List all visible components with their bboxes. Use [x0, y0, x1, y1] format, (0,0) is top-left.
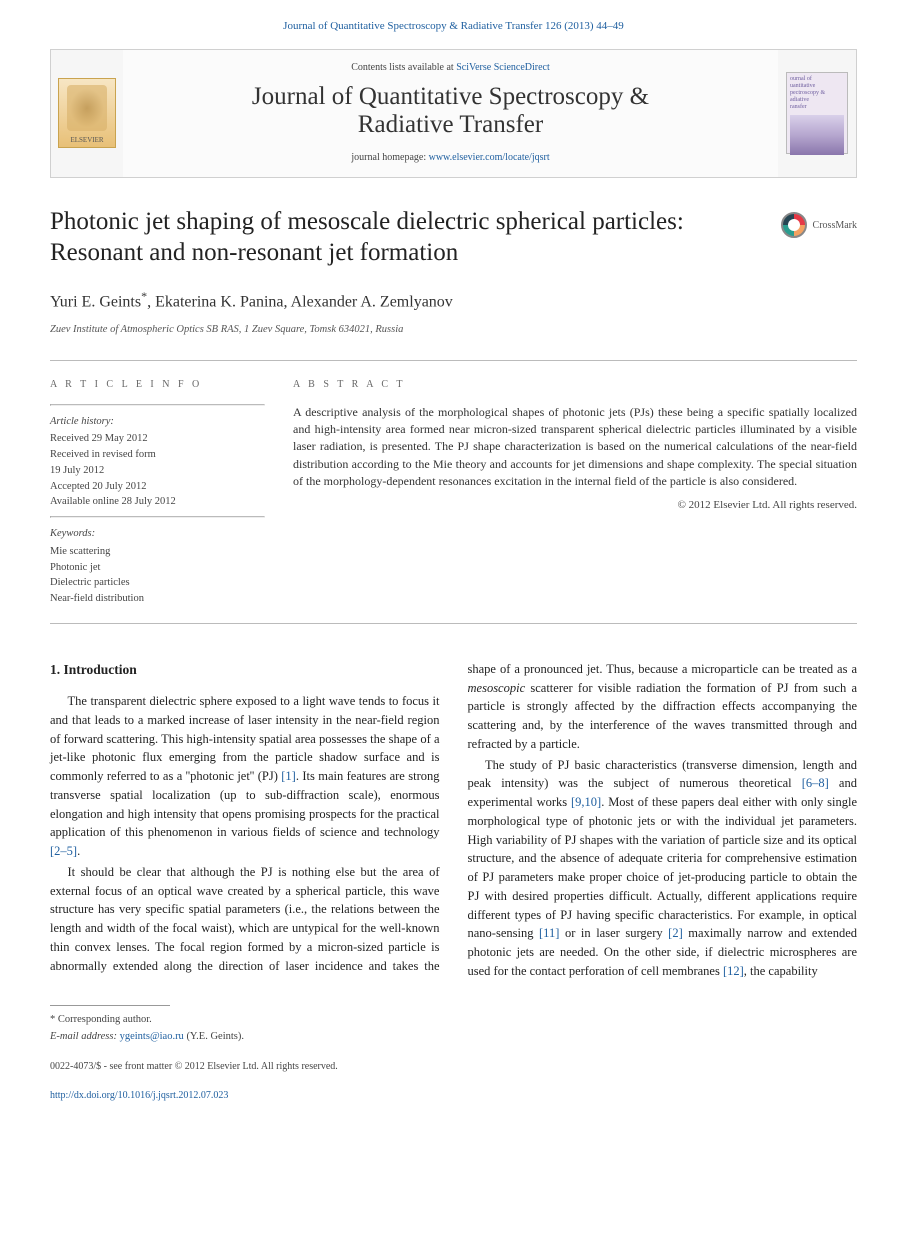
abstract-label: A B S T R A C T	[293, 377, 857, 392]
cover-text-5: ransfer	[790, 104, 844, 111]
crossmark-label: CrossMark	[813, 218, 857, 233]
cover-text-4: adiative	[790, 97, 844, 104]
cover-gradient	[790, 115, 844, 155]
page-footer: * Corresponding author. E-mail address: …	[0, 1005, 907, 1122]
history-line: Received 29 May 2012	[50, 431, 265, 447]
body-emphasis: mesoscopic	[468, 681, 526, 695]
abstract-col: A B S T R A C T A descriptive analysis o…	[293, 361, 857, 623]
affiliation: Zuev Institute of Atmospheric Optics SB …	[50, 322, 857, 338]
citation-link[interactable]: [6–8]	[802, 776, 829, 790]
history-line: Available online 28 July 2012	[50, 494, 265, 510]
article-info: A R T I C L E I N F O Article history: R…	[50, 361, 265, 623]
authors-rest: , Ekaterina K. Panina, Alexander A. Zeml…	[147, 293, 453, 310]
abstract-text: A descriptive analysis of the morphologi…	[293, 404, 857, 491]
email-label: E-mail address:	[50, 1031, 120, 1042]
history-line: 19 July 2012	[50, 463, 265, 479]
publisher-logo-cell: ELSEVIER	[51, 50, 123, 178]
body-text: , the capability	[744, 964, 818, 978]
paragraph: The transparent dielectric sphere expose…	[50, 692, 440, 861]
journal-title-line1: Journal of Quantitative Spectroscopy &	[252, 83, 649, 110]
email-suffix: (Y.E. Geints).	[184, 1031, 244, 1042]
body-text: The study of PJ basic characteristics (t…	[468, 758, 858, 791]
publisher-name: ELSEVIER	[70, 135, 103, 146]
homepage-line: journal homepage: www.elsevier.com/locat…	[127, 150, 774, 165]
journal-cover-thumb: ournal of uantitative pectroscopy & adia…	[786, 72, 848, 154]
email-link[interactable]: ygeints@iao.ru	[120, 1031, 184, 1042]
cover-text-2: uantitative	[790, 83, 844, 90]
cover-thumb-cell: ournal of uantitative pectroscopy & adia…	[778, 50, 856, 178]
cover-text-1: ournal of	[790, 76, 844, 83]
doi-link[interactable]: http://dx.doi.org/10.1016/j.jqsrt.2012.0…	[50, 1090, 228, 1101]
contents-line: Contents lists available at SciVerse Sci…	[127, 60, 774, 75]
article-head: Photonic jet shaping of mesoscale dielec…	[0, 206, 907, 361]
homepage-link[interactable]: www.elsevier.com/locate/jqsrt	[429, 152, 550, 163]
section-heading: 1. Introduction	[50, 660, 440, 680]
article-body: 1. Introduction The transparent dielectr…	[0, 624, 907, 991]
info-rule-1	[50, 404, 265, 406]
banner-center: Contents lists available at SciVerse Sci…	[123, 50, 778, 178]
body-text: or in laser surgery	[559, 926, 668, 940]
authors: Yuri E. Geints*, Ekaterina K. Panina, Al…	[50, 287, 857, 314]
keyword: Mie scattering	[50, 544, 265, 560]
cover-text-3: pectroscopy &	[790, 90, 844, 97]
keyword: Near-field distribution	[50, 591, 265, 607]
citation-link[interactable]: [11]	[539, 926, 559, 940]
journal-title: Journal of Quantitative Spectroscopy & R…	[127, 83, 774, 141]
history-line: Accepted 20 July 2012	[50, 479, 265, 495]
keyword: Dielectric particles	[50, 575, 265, 591]
body-text: .	[77, 844, 80, 858]
citation-link[interactable]: [12]	[723, 964, 744, 978]
corresponding-note: * Corresponding author.	[50, 1012, 857, 1028]
citation-link[interactable]: [2–5]	[50, 844, 77, 858]
running-head: Journal of Quantitative Spectroscopy & R…	[0, 0, 907, 39]
citation-link[interactable]: [9,10]	[571, 795, 601, 809]
article-info-label: A R T I C L E I N F O	[50, 377, 265, 392]
article-title: Photonic jet shaping of mesoscale dielec…	[50, 206, 765, 269]
elsevier-logo: ELSEVIER	[58, 78, 116, 148]
footer-rule	[50, 1005, 170, 1006]
info-abstract-row: A R T I C L E I N F O Article history: R…	[0, 361, 907, 623]
keywords-head: Keywords:	[50, 526, 265, 542]
homepage-prefix: journal homepage:	[351, 152, 428, 163]
email-line: E-mail address: ygeints@iao.ru (Y.E. Gei…	[50, 1029, 857, 1045]
keyword: Photonic jet	[50, 560, 265, 576]
paragraph: The study of PJ basic characteristics (t…	[468, 756, 858, 981]
journal-banner: ELSEVIER Contents lists available at Sci…	[50, 49, 857, 179]
sciencedirect-link[interactable]: SciVerse ScienceDirect	[456, 62, 550, 73]
doi-line: http://dx.doi.org/10.1016/j.jqsrt.2012.0…	[50, 1088, 857, 1103]
issn-line: 0022-4073/$ - see front matter © 2012 El…	[50, 1059, 857, 1074]
body-text: scatterer for visible radiation the form…	[468, 681, 858, 751]
crossmark-icon	[781, 212, 807, 238]
journal-title-line2: Radiative Transfer	[358, 111, 543, 138]
history-line: Received in revised form	[50, 447, 265, 463]
author-1: Yuri E. Geints	[50, 293, 141, 310]
abstract-copyright: © 2012 Elsevier Ltd. All rights reserved…	[293, 497, 857, 514]
body-text: . Most of these papers deal either with …	[468, 795, 858, 940]
citation-link[interactable]: [1]	[281, 769, 296, 783]
citation-link[interactable]: [2]	[668, 926, 683, 940]
info-rule-2	[50, 516, 265, 518]
crossmark-badge-group[interactable]: CrossMark	[781, 212, 857, 238]
contents-prefix: Contents lists available at	[351, 62, 456, 73]
history-head: Article history:	[50, 414, 265, 430]
